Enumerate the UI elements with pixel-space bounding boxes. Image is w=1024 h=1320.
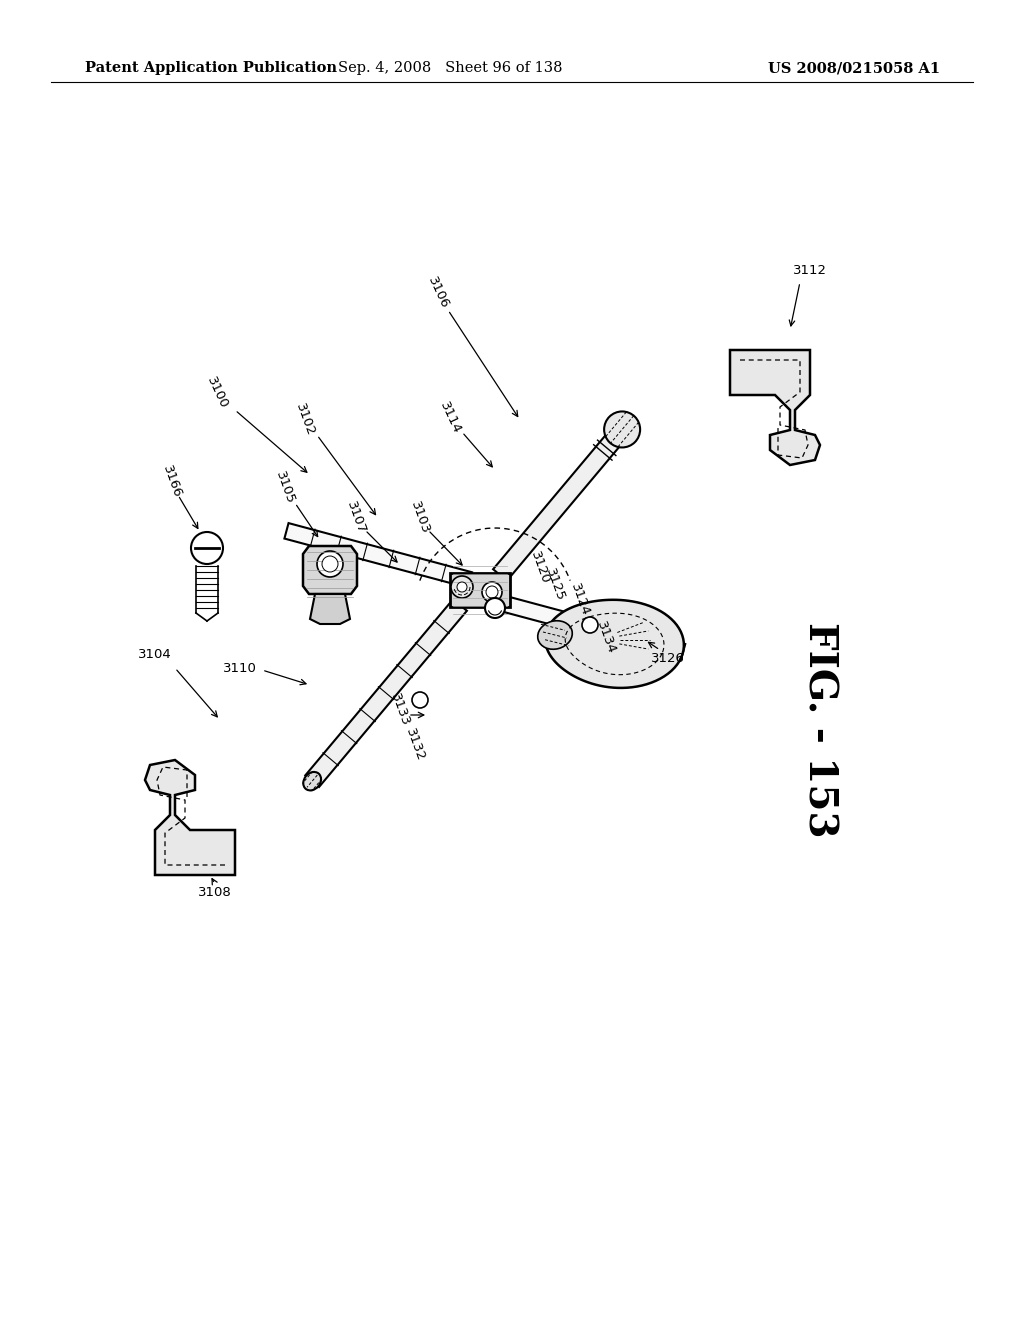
Ellipse shape xyxy=(538,620,572,649)
Text: 3134: 3134 xyxy=(594,620,617,656)
Polygon shape xyxy=(545,599,684,688)
Text: US 2008/0215058 A1: US 2008/0215058 A1 xyxy=(768,61,940,75)
Text: 3103: 3103 xyxy=(409,500,432,536)
Circle shape xyxy=(191,532,223,564)
Text: 3120: 3120 xyxy=(528,550,552,586)
Polygon shape xyxy=(303,546,357,594)
Polygon shape xyxy=(730,350,820,465)
Circle shape xyxy=(486,586,498,598)
Text: 3166: 3166 xyxy=(160,463,184,500)
Text: 3106: 3106 xyxy=(425,275,451,312)
Polygon shape xyxy=(145,760,234,875)
Circle shape xyxy=(412,692,428,708)
Text: Sep. 4, 2008   Sheet 96 of 138: Sep. 4, 2008 Sheet 96 of 138 xyxy=(338,61,562,75)
Text: 3133: 3133 xyxy=(388,692,412,729)
Text: 3112: 3112 xyxy=(793,264,827,276)
Polygon shape xyxy=(285,523,472,587)
Text: 3108: 3108 xyxy=(198,886,231,899)
Circle shape xyxy=(457,582,467,591)
Text: 3132: 3132 xyxy=(403,727,427,763)
Ellipse shape xyxy=(303,772,322,791)
Text: 3126: 3126 xyxy=(651,652,685,664)
Polygon shape xyxy=(450,573,510,607)
Text: 3107: 3107 xyxy=(344,500,368,536)
Polygon shape xyxy=(494,424,629,581)
Circle shape xyxy=(604,412,640,447)
Circle shape xyxy=(582,616,598,634)
Polygon shape xyxy=(305,599,467,787)
Text: 3110: 3110 xyxy=(223,661,257,675)
Text: 3102: 3102 xyxy=(293,401,316,438)
Text: Patent Application Publication: Patent Application Publication xyxy=(85,61,337,75)
Circle shape xyxy=(317,550,343,577)
Text: 3125: 3125 xyxy=(543,566,567,603)
Circle shape xyxy=(322,556,338,572)
Circle shape xyxy=(485,598,505,618)
Text: 3104: 3104 xyxy=(138,648,172,661)
Text: 3114: 3114 xyxy=(437,400,463,436)
Text: 3105: 3105 xyxy=(273,470,297,506)
Circle shape xyxy=(482,582,502,602)
Text: 3124: 3124 xyxy=(568,582,592,618)
Polygon shape xyxy=(310,594,350,624)
Circle shape xyxy=(451,576,473,598)
Text: 3100: 3100 xyxy=(204,375,230,411)
Polygon shape xyxy=(487,593,685,660)
Text: FIG. - 153: FIG. - 153 xyxy=(801,622,839,838)
